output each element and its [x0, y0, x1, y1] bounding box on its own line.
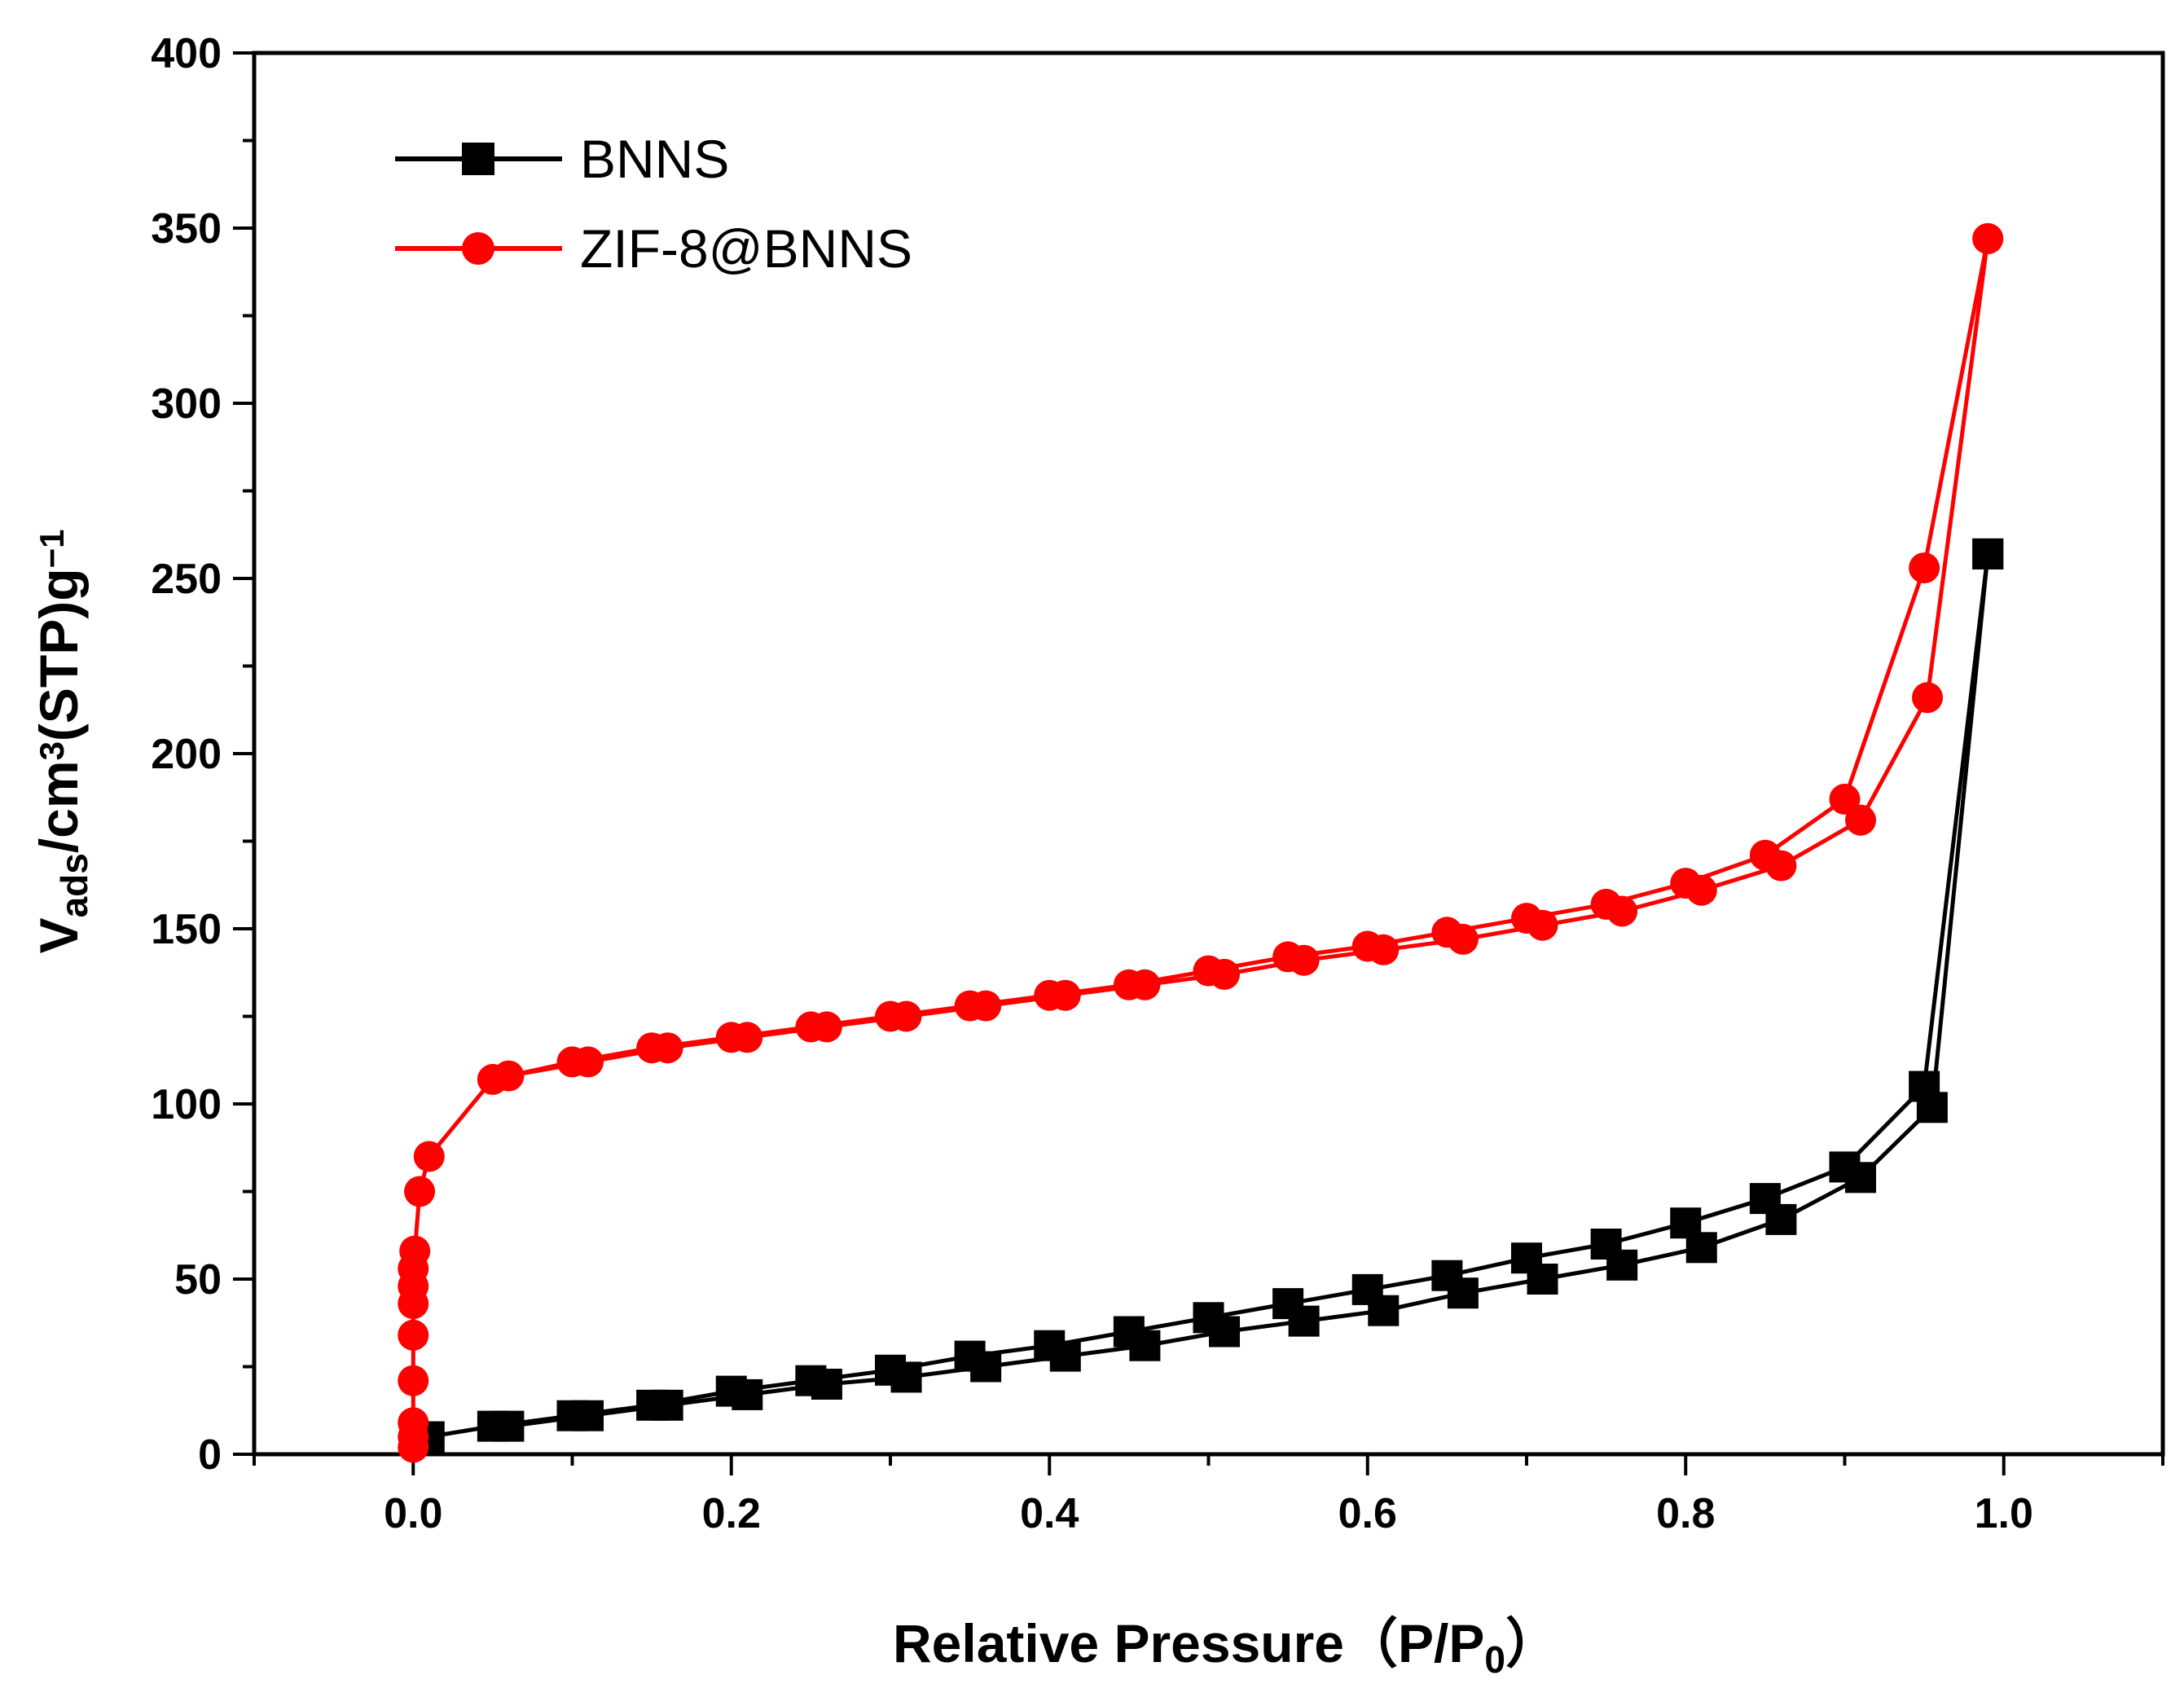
x-axis-title-close: ）	[1505, 1613, 1559, 1673]
data-point-zif-8-bnns	[970, 990, 1002, 1022]
legend-label-zif8-bnns: ZIF-8@BNNS	[580, 218, 912, 279]
data-point-zif-8-bnns	[1368, 934, 1400, 965]
data-point-bnns	[1916, 1092, 1948, 1123]
data-point-zif-8-bnns	[1209, 958, 1241, 990]
y-axis-title-supneg1: −1	[33, 530, 71, 569]
data-point-zif-8-bnns	[1845, 804, 1877, 836]
x-axis-title-subscript: 0	[1484, 1638, 1505, 1681]
y-axis-title: Vads/cm3(STP)g−1	[29, 530, 95, 954]
series-bnns	[413, 538, 2004, 1453]
y-tick-label: 400	[151, 30, 222, 77]
data-point-zif-8-bnns	[1447, 923, 1479, 955]
data-point-zif-8-bnns	[398, 1319, 429, 1351]
legend-marker-zif8-bnns	[462, 232, 494, 265]
data-point-bnns	[1685, 1232, 1717, 1264]
data-point-zif-8-bnns	[1129, 969, 1161, 1000]
data-point-bnns	[652, 1389, 683, 1421]
y-axis-title-stp: (STP)g	[29, 568, 89, 741]
y-tick-label: 150	[151, 906, 222, 953]
x-axis-ticks: 0.0 0.2 0.4 0.6 0.8 1.0	[253, 1454, 2164, 1537]
x-tick-label: 0.2	[702, 1490, 761, 1537]
data-point-zif-8-bnns	[398, 1365, 429, 1396]
data-point-zif-8-bnns	[573, 1046, 604, 1078]
x-axis-title-main: Relative Pressure（P/P	[893, 1613, 1484, 1673]
data-point-zif-8-bnns	[1909, 552, 1940, 584]
data-point-bnns	[890, 1361, 922, 1393]
data-point-zif-8-bnns	[399, 1235, 431, 1267]
y-tick-label: 350	[151, 205, 222, 253]
y-axis-title-cm: /cm	[29, 760, 89, 853]
data-point-zif-8-bnns	[404, 1176, 436, 1207]
data-point-zif-8-bnns	[493, 1060, 525, 1092]
y-tick-label: 300	[151, 380, 222, 428]
data-point-bnns	[1527, 1264, 1558, 1295]
legend-label-bnns: BNNS	[580, 129, 729, 189]
data-point-bnns	[1209, 1316, 1241, 1348]
data-point-zif-8-bnns	[732, 1022, 763, 1053]
series-zif-8-bnns	[398, 222, 2004, 1463]
data-point-zif-8-bnns	[398, 1407, 429, 1439]
data-point-zif-8-bnns	[1912, 682, 1944, 714]
data-point-zif-8-bnns	[890, 1000, 922, 1032]
data-point-zif-8-bnns	[1288, 944, 1320, 976]
y-axis-ticks: 0 50 100 150 200 250 300 350 400	[151, 30, 254, 1479]
data-point-bnns	[970, 1351, 1002, 1383]
x-tick-label: 0.4	[1020, 1490, 1079, 1537]
data-point-bnns	[732, 1378, 763, 1410]
legend-marker-bnns	[462, 143, 494, 175]
data-point-bnns	[1129, 1330, 1161, 1361]
y-axis-title-v: V	[29, 917, 89, 953]
y-tick-label: 50	[174, 1256, 222, 1304]
data-point-bnns	[493, 1410, 525, 1442]
x-tick-label: 0.6	[1338, 1490, 1397, 1537]
y-axis-title-sup3: 3	[33, 741, 71, 760]
data-point-bnns	[1288, 1305, 1320, 1337]
data-point-zif-8-bnns	[1972, 222, 2004, 254]
data-point-zif-8-bnns	[1685, 874, 1717, 906]
data-point-bnns	[1447, 1277, 1479, 1309]
data-point-zif-8-bnns	[811, 1011, 842, 1043]
x-tick-label: 1.0	[1975, 1490, 2033, 1537]
data-point-bnns	[1368, 1295, 1400, 1326]
data-point-zif-8-bnns	[1606, 895, 1638, 927]
x-tick-label: 0.8	[1656, 1490, 1715, 1537]
data-point-bnns	[1765, 1203, 1797, 1235]
data-point-zif-8-bnns	[1829, 783, 1861, 815]
data-point-bnns	[1049, 1340, 1081, 1372]
data-point-bnns	[811, 1369, 842, 1400]
y-tick-label: 250	[151, 556, 222, 603]
data-point-zif-8-bnns	[652, 1032, 683, 1064]
data-point-zif-8-bnns	[1765, 850, 1797, 882]
series-layer	[398, 222, 2004, 1463]
data-point-zif-8-bnns	[413, 1141, 445, 1172]
data-point-zif-8-bnns	[1527, 909, 1558, 941]
x-tick-label: 0.0	[384, 1490, 442, 1537]
data-point-bnns	[1972, 538, 2004, 569]
y-tick-label: 100	[151, 1081, 222, 1128]
data-point-bnns	[1606, 1249, 1638, 1281]
y-axis-title-ads: ads	[53, 853, 95, 917]
y-tick-label: 0	[198, 1431, 222, 1479]
data-point-bnns	[1845, 1162, 1877, 1194]
x-axis-title: Relative Pressure（P/P0）	[893, 1613, 1559, 1681]
data-point-zif-8-bnns	[1049, 979, 1081, 1011]
data-point-bnns	[573, 1400, 604, 1431]
y-tick-label: 200	[151, 731, 222, 778]
legend: BNNS ZIF-8@BNNS	[395, 129, 912, 279]
